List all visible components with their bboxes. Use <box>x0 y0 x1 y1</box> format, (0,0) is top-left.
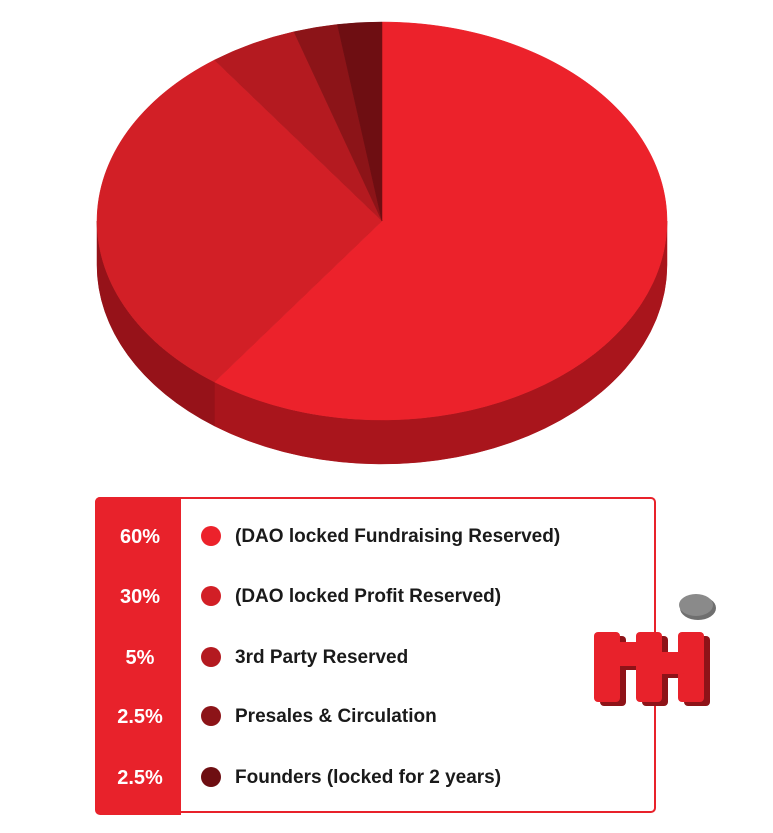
legend-item: 2.5% Presales & Circulation <box>97 696 654 736</box>
legend-swatch <box>201 767 221 787</box>
legend-label: Founders (locked for 2 years) <box>235 767 502 788</box>
pie-chart <box>96 21 668 465</box>
legend-percent: 2.5% <box>117 706 163 728</box>
legend-item: 30% (DAO locked Profit Reserved) <box>97 576 654 616</box>
legend-swatch <box>201 706 221 726</box>
brand-logo-icon <box>594 594 716 706</box>
legend-percent: 60% <box>119 526 161 548</box>
legend-item: 60% (DAO locked Fundraising Reserved) <box>97 516 654 556</box>
legend-percent-column <box>95 497 181 815</box>
legend: 60% (DAO locked Fundraising Reserved) 30% (… <box>95 497 656 815</box>
legend-percent: 5% <box>125 647 155 669</box>
pie-slice-2 <box>96 59 383 383</box>
pie-slice-5 <box>337 21 383 222</box>
legend-swatch <box>201 526 221 546</box>
legend-label: (DAO locked Profit Reserved) <box>235 586 502 607</box>
legend-item: 2.5% Founders (locked for 2 years) <box>97 757 654 797</box>
legend-item: 5% 3rd Party Reserved <box>97 637 654 677</box>
legend-percent: 2.5% <box>117 767 163 789</box>
legend-percent: 30% <box>119 586 161 608</box>
legend-swatch <box>201 647 221 667</box>
legend-label: 3rd Party Reserved <box>235 647 409 668</box>
legend-label: (DAO locked Fundraising Reserved) <box>235 526 561 547</box>
legend-label: Presales & Circulation <box>235 706 437 727</box>
pie-slice-1 <box>214 21 668 421</box>
legend-swatch <box>201 586 221 606</box>
